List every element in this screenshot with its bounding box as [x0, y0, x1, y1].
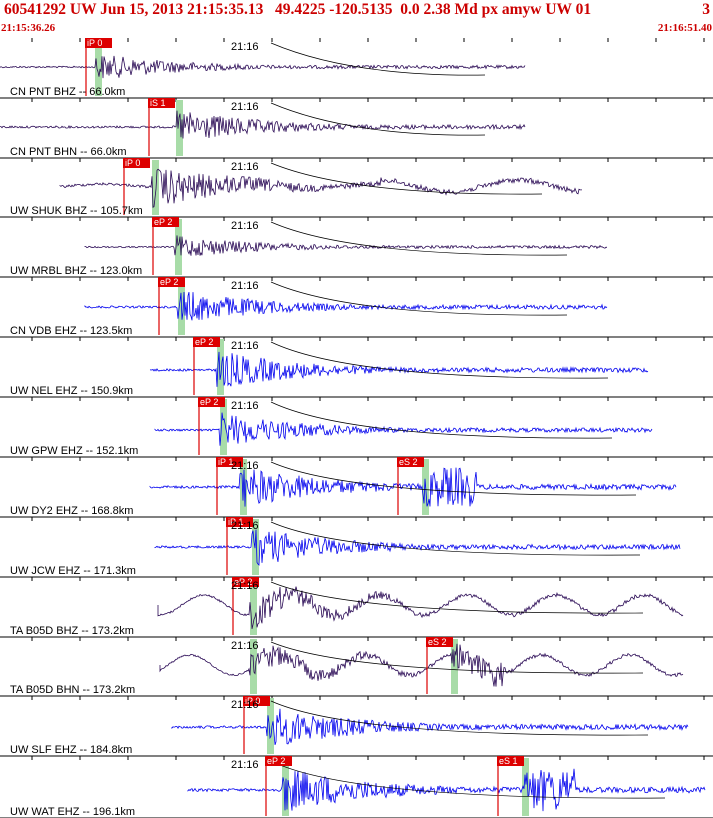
coda-curve [270, 760, 666, 799]
minute-marker-label: 21:16 [231, 101, 259, 113]
phase-pick-flag[interactable] [497, 756, 524, 766]
station-label: UW GPW EHZ -- 152.1km [10, 445, 138, 457]
phase-pick-label: iP 0 [125, 158, 140, 168]
coda-curve [270, 461, 637, 496]
phase-pick-label: iP 0 [245, 696, 260, 706]
window-start-time: 21:15:36.26 [1, 22, 56, 34]
waveform-trace[interactable] [149, 351, 649, 387]
minute-marker-label: 21:16 [231, 340, 259, 352]
phase-pick-flag[interactable] [226, 517, 253, 527]
waveform-trace[interactable] [0, 110, 526, 139]
phase-pick-flag[interactable] [243, 696, 270, 706]
station-label: UW MRBL BHZ -- 123.0km [10, 265, 142, 277]
minute-marker-label: 21:16 [231, 280, 259, 292]
phase-pick-flag[interactable] [158, 277, 185, 287]
pick-window [522, 758, 529, 816]
minute-marker-label: 21:16 [231, 400, 259, 412]
station-label: UW SHUK BHZ -- 105.7km [10, 205, 143, 217]
minute-marker-label: 21:16 [231, 699, 259, 711]
minute-marker-label: 21:16 [231, 520, 259, 532]
coda-curve [270, 700, 649, 736]
phase-pick-flag[interactable] [193, 337, 220, 347]
station-label: CN VDB EHZ -- 123.5km [10, 325, 132, 337]
pick-window [250, 579, 257, 635]
phase-pick-label: eP 2 [200, 397, 218, 407]
phase-pick-label: eS 2 [428, 637, 447, 647]
coda-curve [270, 641, 644, 674]
phase-pick-flag[interactable] [148, 98, 175, 108]
coda-curve [270, 102, 486, 136]
minute-marker-label: 21:16 [231, 580, 259, 592]
phase-pick-label: iP 0 [87, 38, 102, 48]
station-label: UW SLF EHZ -- 184.8km [10, 744, 132, 756]
event-summary: 60541292 UW Jun 15, 2013 21:15:35.13 49.… [4, 1, 592, 18]
phase-pick-flag[interactable] [216, 457, 243, 467]
minute-marker-label: 21:16 [231, 41, 259, 53]
station-label: UW JCW EHZ -- 171.3km [10, 565, 136, 577]
phase-pick-label: eP 2 [160, 277, 178, 287]
waveform-trace[interactable] [84, 235, 608, 256]
pick-window [220, 399, 227, 455]
station-label: UW DY2 EHZ -- 168.8km [10, 505, 133, 517]
station-label: CN PNT BHZ -- 66.0km [10, 86, 125, 98]
phase-pick-flag[interactable] [265, 756, 292, 766]
coda-curve [270, 281, 568, 316]
phase-pick-flag[interactable] [397, 457, 424, 467]
phase-pick-label: iS 1 [150, 98, 166, 108]
phase-pick-flag[interactable] [85, 38, 112, 48]
pick-window [252, 519, 259, 575]
station-label: UW NEL EHZ -- 150.9km [10, 385, 133, 397]
phase-pick-label: eP 2 [267, 756, 285, 766]
coda-curve [270, 162, 543, 195]
phase-pick-label: eP 2 [234, 577, 252, 587]
event-header: 60541292 UW Jun 15, 2013 21:15:35.13 49.… [0, 0, 713, 38]
waveform-trace[interactable] [59, 168, 582, 208]
station-label: TA B05D BHN -- 173.2km [10, 684, 135, 696]
phase-pick-flag[interactable] [152, 217, 179, 227]
phase-pick-flag[interactable] [123, 158, 150, 168]
coda-curve [270, 401, 613, 439]
pick-window [95, 40, 102, 96]
station-label: UW WAT EHZ -- 196.1km [10, 806, 135, 818]
minute-marker-label: 21:16 [231, 759, 259, 771]
phase-pick-label: iP 1 [218, 457, 233, 467]
pick-window [152, 160, 159, 215]
coda-curve [270, 341, 609, 379]
minute-marker-label: 21:16 [231, 640, 259, 652]
waveform-trace[interactable] [171, 708, 689, 746]
phase-pick-flag[interactable] [426, 637, 453, 647]
phase-pick-label: eP 2 [154, 217, 172, 227]
phase-pick-label: iP 1 [228, 517, 243, 527]
phase-pick-flag[interactable] [198, 397, 225, 407]
phase-pick-label: eS 2 [399, 457, 418, 467]
window-end-time: 21:16:51.40 [657, 22, 712, 34]
pick-window [451, 639, 458, 694]
phase-pick-label: eP 2 [195, 337, 213, 347]
phase-pick-label: eS 1 [499, 756, 518, 766]
pick-window [267, 698, 274, 754]
pick-window [217, 339, 224, 395]
station-label: TA B05D BHZ -- 173.2km [10, 625, 134, 637]
pick-window [175, 219, 182, 275]
pick-window [176, 100, 183, 156]
minute-marker-label: 21:16 [231, 220, 259, 232]
event-count: 3 [702, 1, 710, 18]
phase-pick-flag[interactable] [232, 577, 259, 587]
waveform-trace[interactable] [157, 586, 684, 629]
minute-marker-label: 21:16 [231, 161, 259, 173]
waveform-trace[interactable] [187, 768, 706, 812]
coda-curve [270, 581, 644, 614]
waveform-trace[interactable] [84, 291, 608, 321]
station-label: CN PNT BHN -- 66.0km [10, 146, 127, 158]
waveform-trace[interactable] [0, 55, 526, 79]
minute-marker-label: 21:16 [231, 460, 259, 472]
waveform-trace[interactable] [154, 412, 653, 446]
waveform-trace[interactable] [154, 529, 681, 566]
coda-curve [270, 42, 486, 76]
coda-curve [270, 521, 641, 556]
coda-curve [270, 221, 568, 256]
waveform-trace[interactable] [149, 467, 677, 507]
